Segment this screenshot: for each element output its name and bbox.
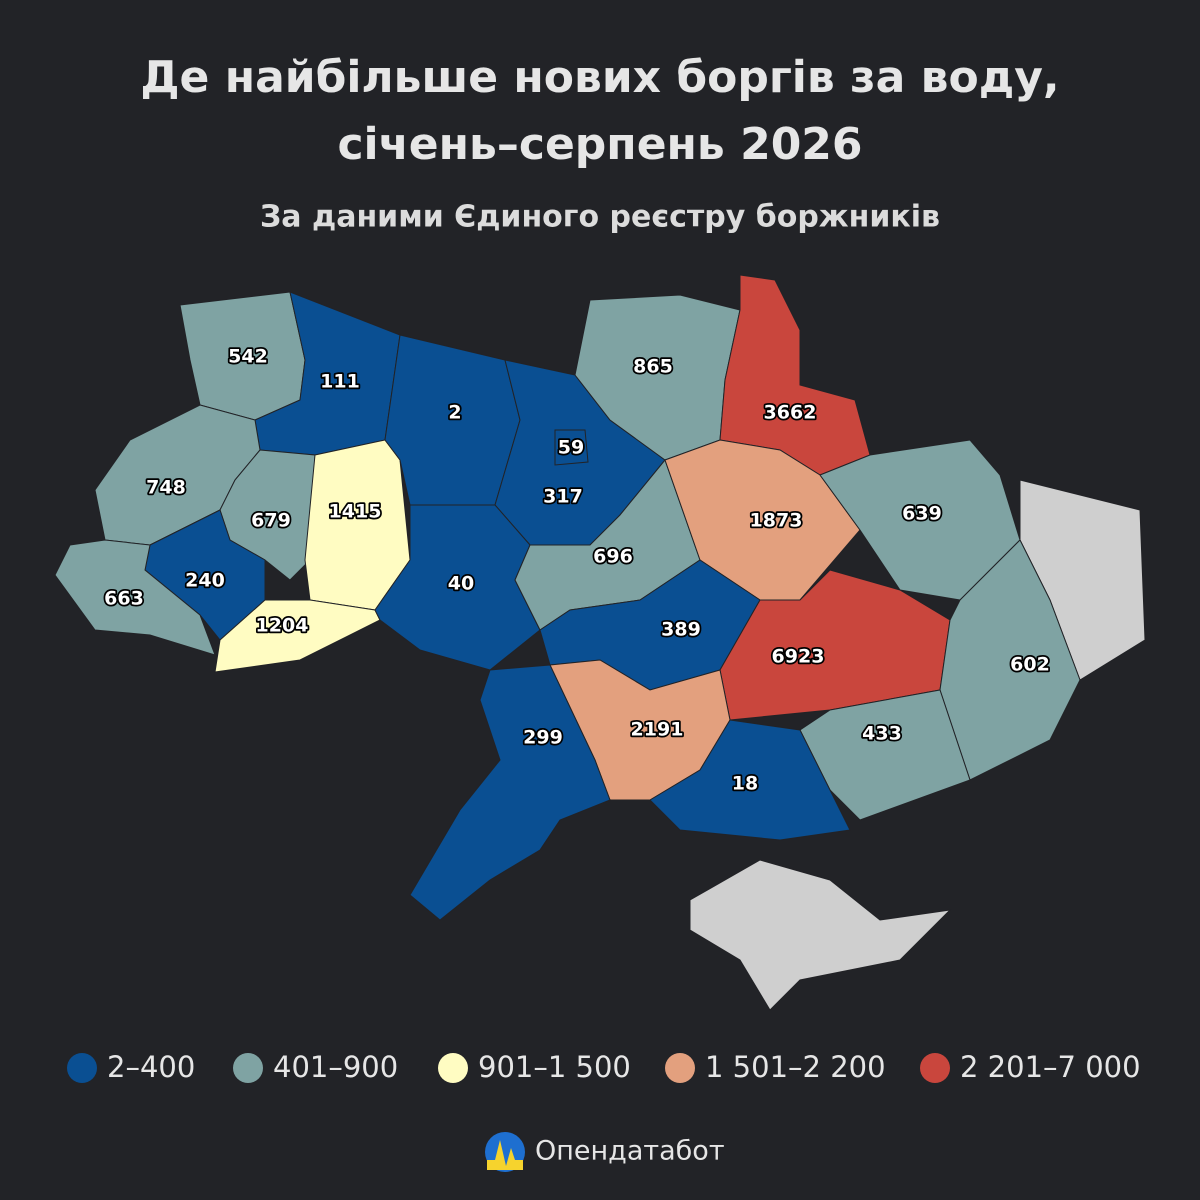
region-no-data bbox=[689, 859, 952, 1011]
region bbox=[214, 599, 381, 673]
legend-label: 2–400 bbox=[107, 1050, 195, 1084]
region bbox=[719, 274, 871, 476]
region-value: 40 bbox=[448, 573, 474, 595]
title: січень–серпень 2026 bbox=[337, 119, 862, 170]
region bbox=[554, 429, 589, 466]
legend-swatch bbox=[665, 1053, 695, 1083]
region-labels: 542 111 748 679 1415 240 663 1204 2 317 59 865 3662 4… bbox=[102, 344, 1051, 797]
legend-swatch bbox=[67, 1053, 97, 1083]
region bbox=[54, 539, 216, 656]
legend-swatch bbox=[438, 1053, 468, 1083]
region bbox=[409, 664, 611, 921]
region bbox=[649, 719, 851, 841]
region-value: 748 bbox=[146, 477, 186, 499]
legend: 2–400 401–900 901–1 500 1 501–2 200 2 201–7 … bbox=[67, 1050, 1141, 1084]
region-value: 59 bbox=[558, 437, 584, 459]
region-value: 18 bbox=[732, 773, 758, 795]
region-value: 1415 bbox=[329, 501, 382, 523]
region-value: 679 bbox=[251, 510, 291, 532]
region-value: 299 bbox=[523, 727, 563, 749]
title: Де найбільше нових боргів за воду, bbox=[140, 52, 1059, 103]
region-value: 1873 bbox=[750, 510, 803, 532]
region-value: 2191 bbox=[631, 719, 684, 741]
brand: Опендатабот bbox=[535, 1136, 725, 1167]
region-value: 663 bbox=[104, 588, 144, 610]
region-value: 865 bbox=[633, 356, 673, 378]
region-value: 696 bbox=[593, 546, 633, 568]
region-value: 317 bbox=[543, 486, 583, 508]
legend-label: 1 501–2 200 bbox=[705, 1050, 886, 1084]
region-value: 433 bbox=[862, 723, 902, 745]
region-value: 389 bbox=[661, 619, 701, 641]
region-value: 111 bbox=[320, 371, 360, 393]
region-value: 542 bbox=[228, 346, 268, 368]
region-value: 1204 bbox=[256, 615, 309, 637]
region-value: 3662 bbox=[764, 402, 817, 424]
region-value: 6923 bbox=[772, 646, 825, 668]
legend-swatch bbox=[920, 1053, 950, 1083]
region-value: 2 bbox=[448, 402, 461, 424]
region-value: 602 bbox=[1010, 654, 1050, 676]
legend-label: 901–1 500 bbox=[478, 1050, 631, 1084]
region-value: 639 bbox=[902, 503, 942, 525]
subtitle: За даними Єдиного реєстру боржників bbox=[260, 200, 940, 235]
legend-label: 2 201–7 000 bbox=[960, 1050, 1141, 1084]
legend-swatch bbox=[233, 1053, 263, 1083]
brand-logo-mark bbox=[487, 1140, 523, 1170]
regions bbox=[54, 274, 1081, 921]
legend-label: 401–900 bbox=[273, 1050, 398, 1084]
region-value: 240 bbox=[185, 570, 225, 592]
